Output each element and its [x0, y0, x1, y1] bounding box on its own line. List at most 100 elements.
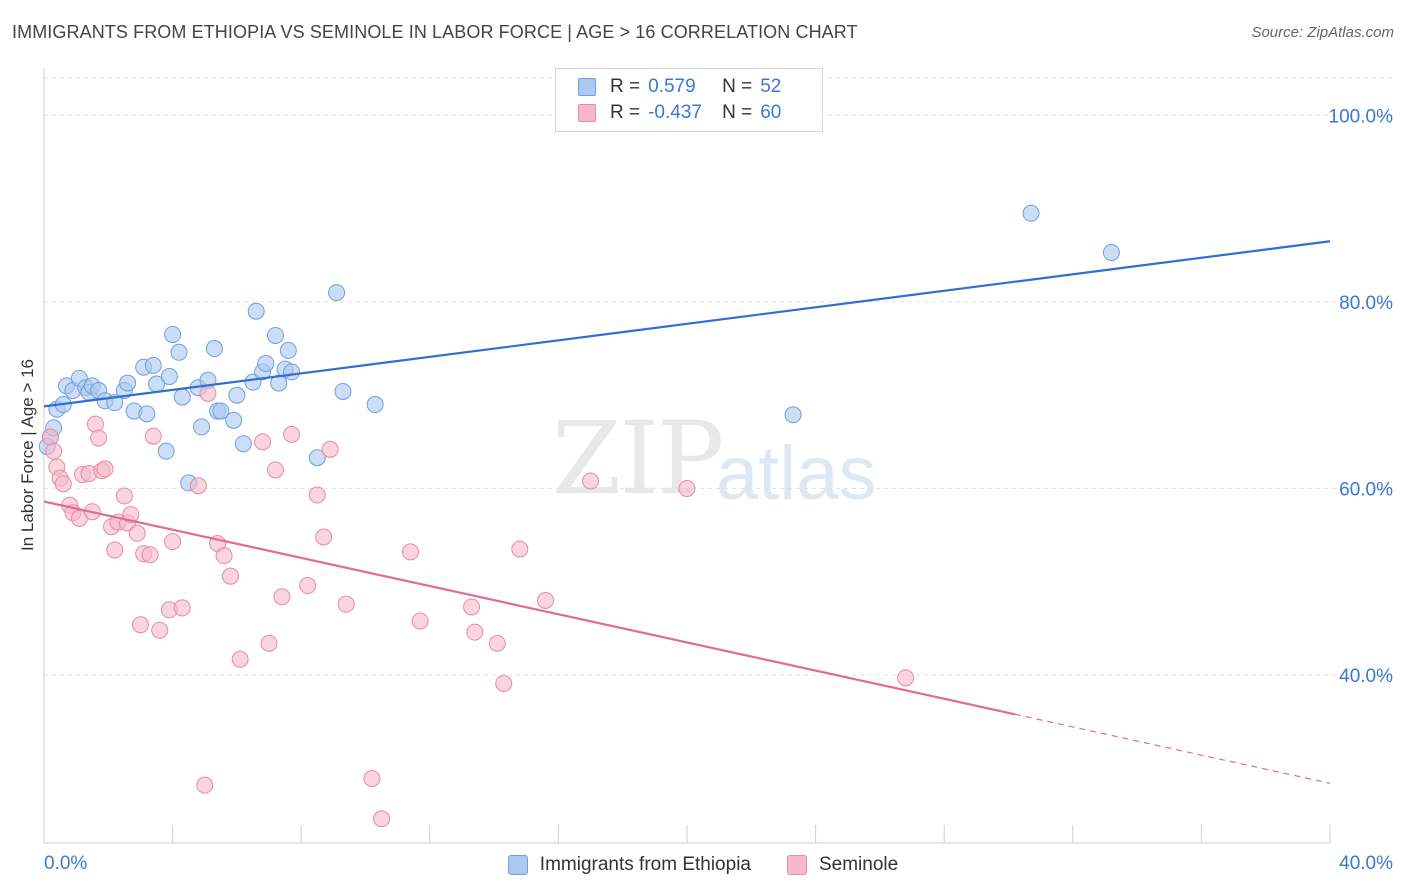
ethiopia-point — [164, 326, 182, 344]
ethiopia-point — [257, 354, 275, 372]
seminole-point — [495, 674, 513, 692]
ethiopia-point — [1022, 204, 1040, 222]
seminole-point — [488, 634, 506, 652]
seminole-legend-swatch — [786, 855, 807, 875]
y-tick-label: 100.0% — [1329, 106, 1394, 127]
ethiopia-point — [212, 402, 230, 420]
seminole-point — [411, 612, 429, 630]
seminole-point — [173, 599, 191, 617]
ethiopia-point — [170, 343, 188, 361]
ethiopia-point — [328, 284, 346, 302]
seminole-point — [196, 776, 214, 794]
seminole-point — [283, 425, 301, 443]
seminole-point — [144, 427, 162, 445]
ethiopia-point — [334, 382, 352, 400]
r-value: 0.579 — [648, 76, 696, 97]
seminole-point — [164, 533, 182, 551]
seminole-point — [537, 591, 555, 609]
seminole-point — [90, 429, 108, 447]
seminole-point — [128, 524, 146, 542]
ethiopia-point — [157, 442, 175, 460]
ethiopia-point — [366, 396, 384, 414]
n-value: 60 — [760, 102, 782, 123]
ethiopia-point — [784, 406, 802, 424]
chart-title: IMMIGRANTS FROM ETHIOPIA VS SEMINOLE IN … — [12, 22, 858, 42]
r-value: -0.437 — [648, 102, 702, 123]
watermark-zip: ZIP — [552, 400, 724, 517]
x-tick-label: 40.0% — [1339, 853, 1393, 874]
watermark-atlas: atlas — [716, 431, 877, 516]
y-tick-label: 40.0% — [1339, 666, 1393, 687]
seminole-point — [199, 384, 217, 402]
seminole-point — [315, 528, 333, 546]
seminole-point — [273, 588, 291, 606]
seminole-point — [45, 442, 63, 460]
n-label: N = — [722, 76, 753, 97]
ethiopia-point — [228, 386, 246, 404]
series-legend: Immigrants from Ethiopia Seminole — [0, 852, 1406, 878]
ethiopia-point — [283, 363, 301, 381]
seminole-point — [86, 415, 104, 433]
seminole-swatch — [578, 104, 596, 122]
y-tick-label: 60.0% — [1339, 479, 1393, 500]
seminole-point — [115, 487, 133, 505]
correlation-legend: R = 0.579 N = 52 R = -0.437 N = 60 — [555, 68, 823, 132]
seminole-point — [466, 623, 484, 641]
ethiopia-point — [308, 449, 326, 467]
seminole-point — [54, 475, 72, 493]
seminole-point — [266, 461, 284, 479]
source-label: Source: ZipAtlas.com — [1251, 24, 1394, 41]
ethiopia-legend-label: Immigrants from Ethiopia — [539, 854, 751, 875]
ethiopia-point — [247, 302, 265, 320]
x-tick-label: 0.0% — [44, 853, 87, 874]
ethiopia-swatch — [578, 78, 596, 96]
ethiopia-point — [205, 340, 223, 358]
ethiopia-point — [266, 326, 284, 344]
seminole-point — [260, 634, 278, 652]
seminole-point — [582, 472, 600, 490]
seminole-point — [363, 770, 381, 788]
seminole-point — [373, 810, 391, 828]
seminole-point — [215, 547, 233, 565]
seminole-point — [463, 598, 481, 616]
ethiopia-point — [193, 418, 211, 436]
ethiopia-point — [279, 341, 297, 359]
ethiopia-trend-line — [43, 240, 1331, 408]
ethiopia-point — [119, 374, 137, 392]
seminole-point — [308, 486, 326, 504]
r-label: R = — [610, 76, 641, 97]
seminole-point — [131, 616, 149, 634]
seminole-point — [106, 541, 124, 559]
ethiopia-point — [225, 411, 243, 429]
ethiopia-point — [138, 405, 156, 423]
legend-row-seminole: R = -0.437 N = 60 — [578, 100, 781, 126]
seminole-point — [41, 428, 59, 446]
ethiopia-point — [234, 435, 252, 453]
seminole-point — [678, 479, 696, 497]
seminole-legend-label: Seminole — [818, 854, 899, 875]
seminole-point — [189, 477, 207, 495]
ethiopia-point — [144, 356, 162, 374]
seminole-point — [221, 567, 239, 585]
seminole-trend-line — [43, 500, 1016, 716]
n-value: 52 — [760, 76, 782, 97]
ethiopia-point — [270, 374, 288, 392]
r-label: R = — [610, 102, 641, 123]
seminole-point — [511, 540, 529, 558]
seminole-point — [231, 650, 249, 668]
legend-item-seminole[interactable]: Seminole — [786, 854, 899, 876]
seminole-point — [897, 669, 915, 687]
seminole-point — [96, 460, 114, 478]
n-label: N = — [722, 102, 753, 123]
seminole-point — [321, 440, 339, 458]
seminole-point — [141, 546, 159, 564]
ethiopia-point — [173, 388, 191, 406]
seminole-point — [254, 433, 272, 451]
seminole-point — [402, 543, 420, 561]
ethiopia-point — [1102, 243, 1120, 261]
ethiopia-legend-swatch — [507, 855, 528, 875]
legend-item-ethiopia[interactable]: Immigrants from Ethiopia — [507, 854, 751, 876]
seminole-point — [337, 595, 355, 613]
y-tick-label: 80.0% — [1339, 293, 1393, 314]
